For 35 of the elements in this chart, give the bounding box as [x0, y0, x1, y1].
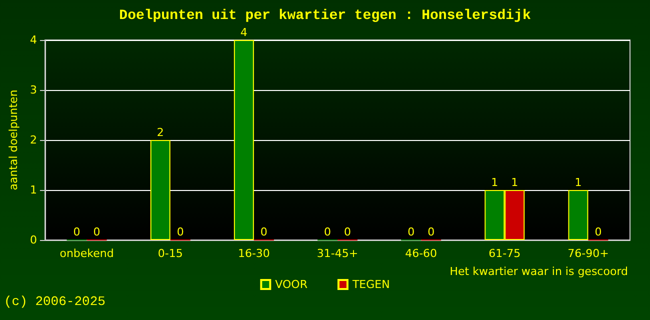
legend-label: TEGEN — [351, 278, 390, 291]
data-label: 0 — [594, 226, 602, 238]
data-label: 2 — [156, 126, 164, 139]
data-label: 4 — [240, 26, 248, 39]
data-label: 0 — [260, 226, 268, 238]
y-tick-label: 4 — [30, 34, 37, 46]
x-axis-title: Het kwartier waar in is gescoord — [450, 265, 628, 278]
data-label: 1 — [491, 176, 498, 189]
x-tick-label: 61-75 — [488, 247, 521, 260]
text: (c) 2006-2025 — [4, 294, 106, 309]
legend-label: VOOR — [275, 278, 308, 291]
y-tick-label: 0 — [30, 234, 37, 246]
bar — [234, 40, 254, 240]
data-label: 0 — [73, 226, 80, 238]
x-tick-label: 31-45+ — [316, 247, 358, 260]
bar — [150, 140, 170, 240]
x-tick-label: 0-15 — [158, 247, 183, 260]
bar — [568, 190, 588, 240]
y-axis-title: aantal doelpunten — [7, 90, 20, 190]
x-tick-label: 46-60 — [405, 247, 438, 260]
data-label: 1 — [574, 176, 582, 189]
x-tick-label: 16-30 — [238, 247, 270, 260]
data-label: 0 — [428, 226, 435, 238]
x-tick-label: 76-90+ — [568, 247, 609, 260]
data-label: 0 — [344, 226, 351, 238]
data-label: 0 — [324, 226, 331, 238]
data-label: 1 — [511, 176, 518, 189]
data-label: 0 — [93, 226, 100, 238]
x-tick-label: onbekend — [60, 247, 114, 260]
y-tick-label: 2 — [30, 134, 37, 146]
y-tick-label: 1 — [30, 184, 37, 196]
data-label: 0 — [408, 226, 415, 238]
data-label: 0 — [176, 226, 184, 238]
y-tick-label: 3 — [30, 84, 37, 96]
chart-title: Doelpunten uit per kwartier tegen : Honselersdijk — [119, 8, 531, 24]
